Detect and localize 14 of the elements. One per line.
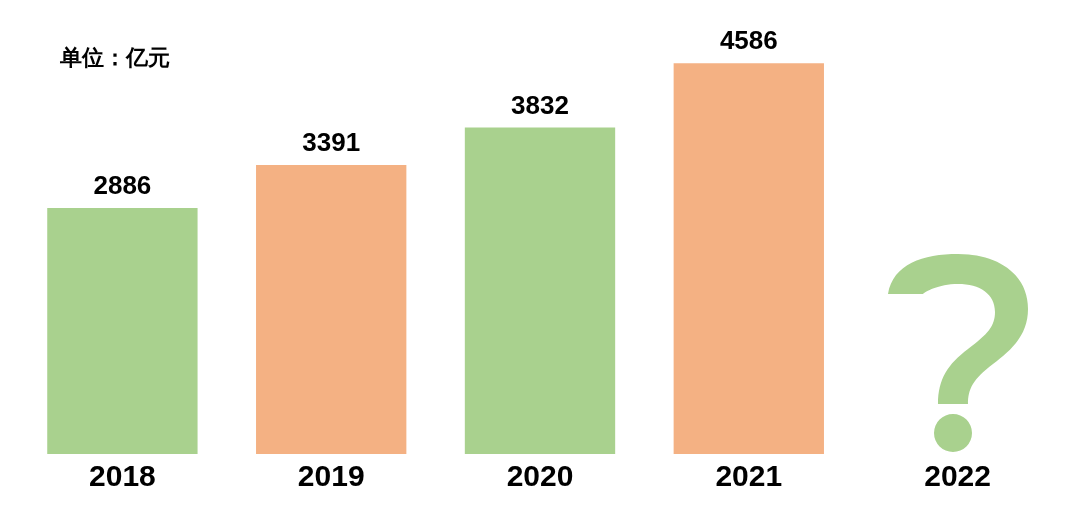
data-label: 2886 [93, 170, 152, 201]
x-tick-label: 2018 [89, 459, 156, 493]
x-tick-label: 2019 [297, 459, 365, 493]
bar [673, 63, 824, 454]
bar [47, 208, 198, 454]
data-label: 3832 [511, 89, 569, 120]
bar [256, 165, 407, 454]
x-tick-label: 2021 [715, 459, 783, 493]
data-label: 4586 [719, 25, 778, 56]
x-tick-label: 2020 [506, 459, 574, 493]
annotation: 单位：亿元 [59, 45, 170, 71]
x-tick-label: 2022 [924, 459, 991, 493]
data-label: 3391 [302, 127, 361, 158]
bar [464, 127, 616, 454]
